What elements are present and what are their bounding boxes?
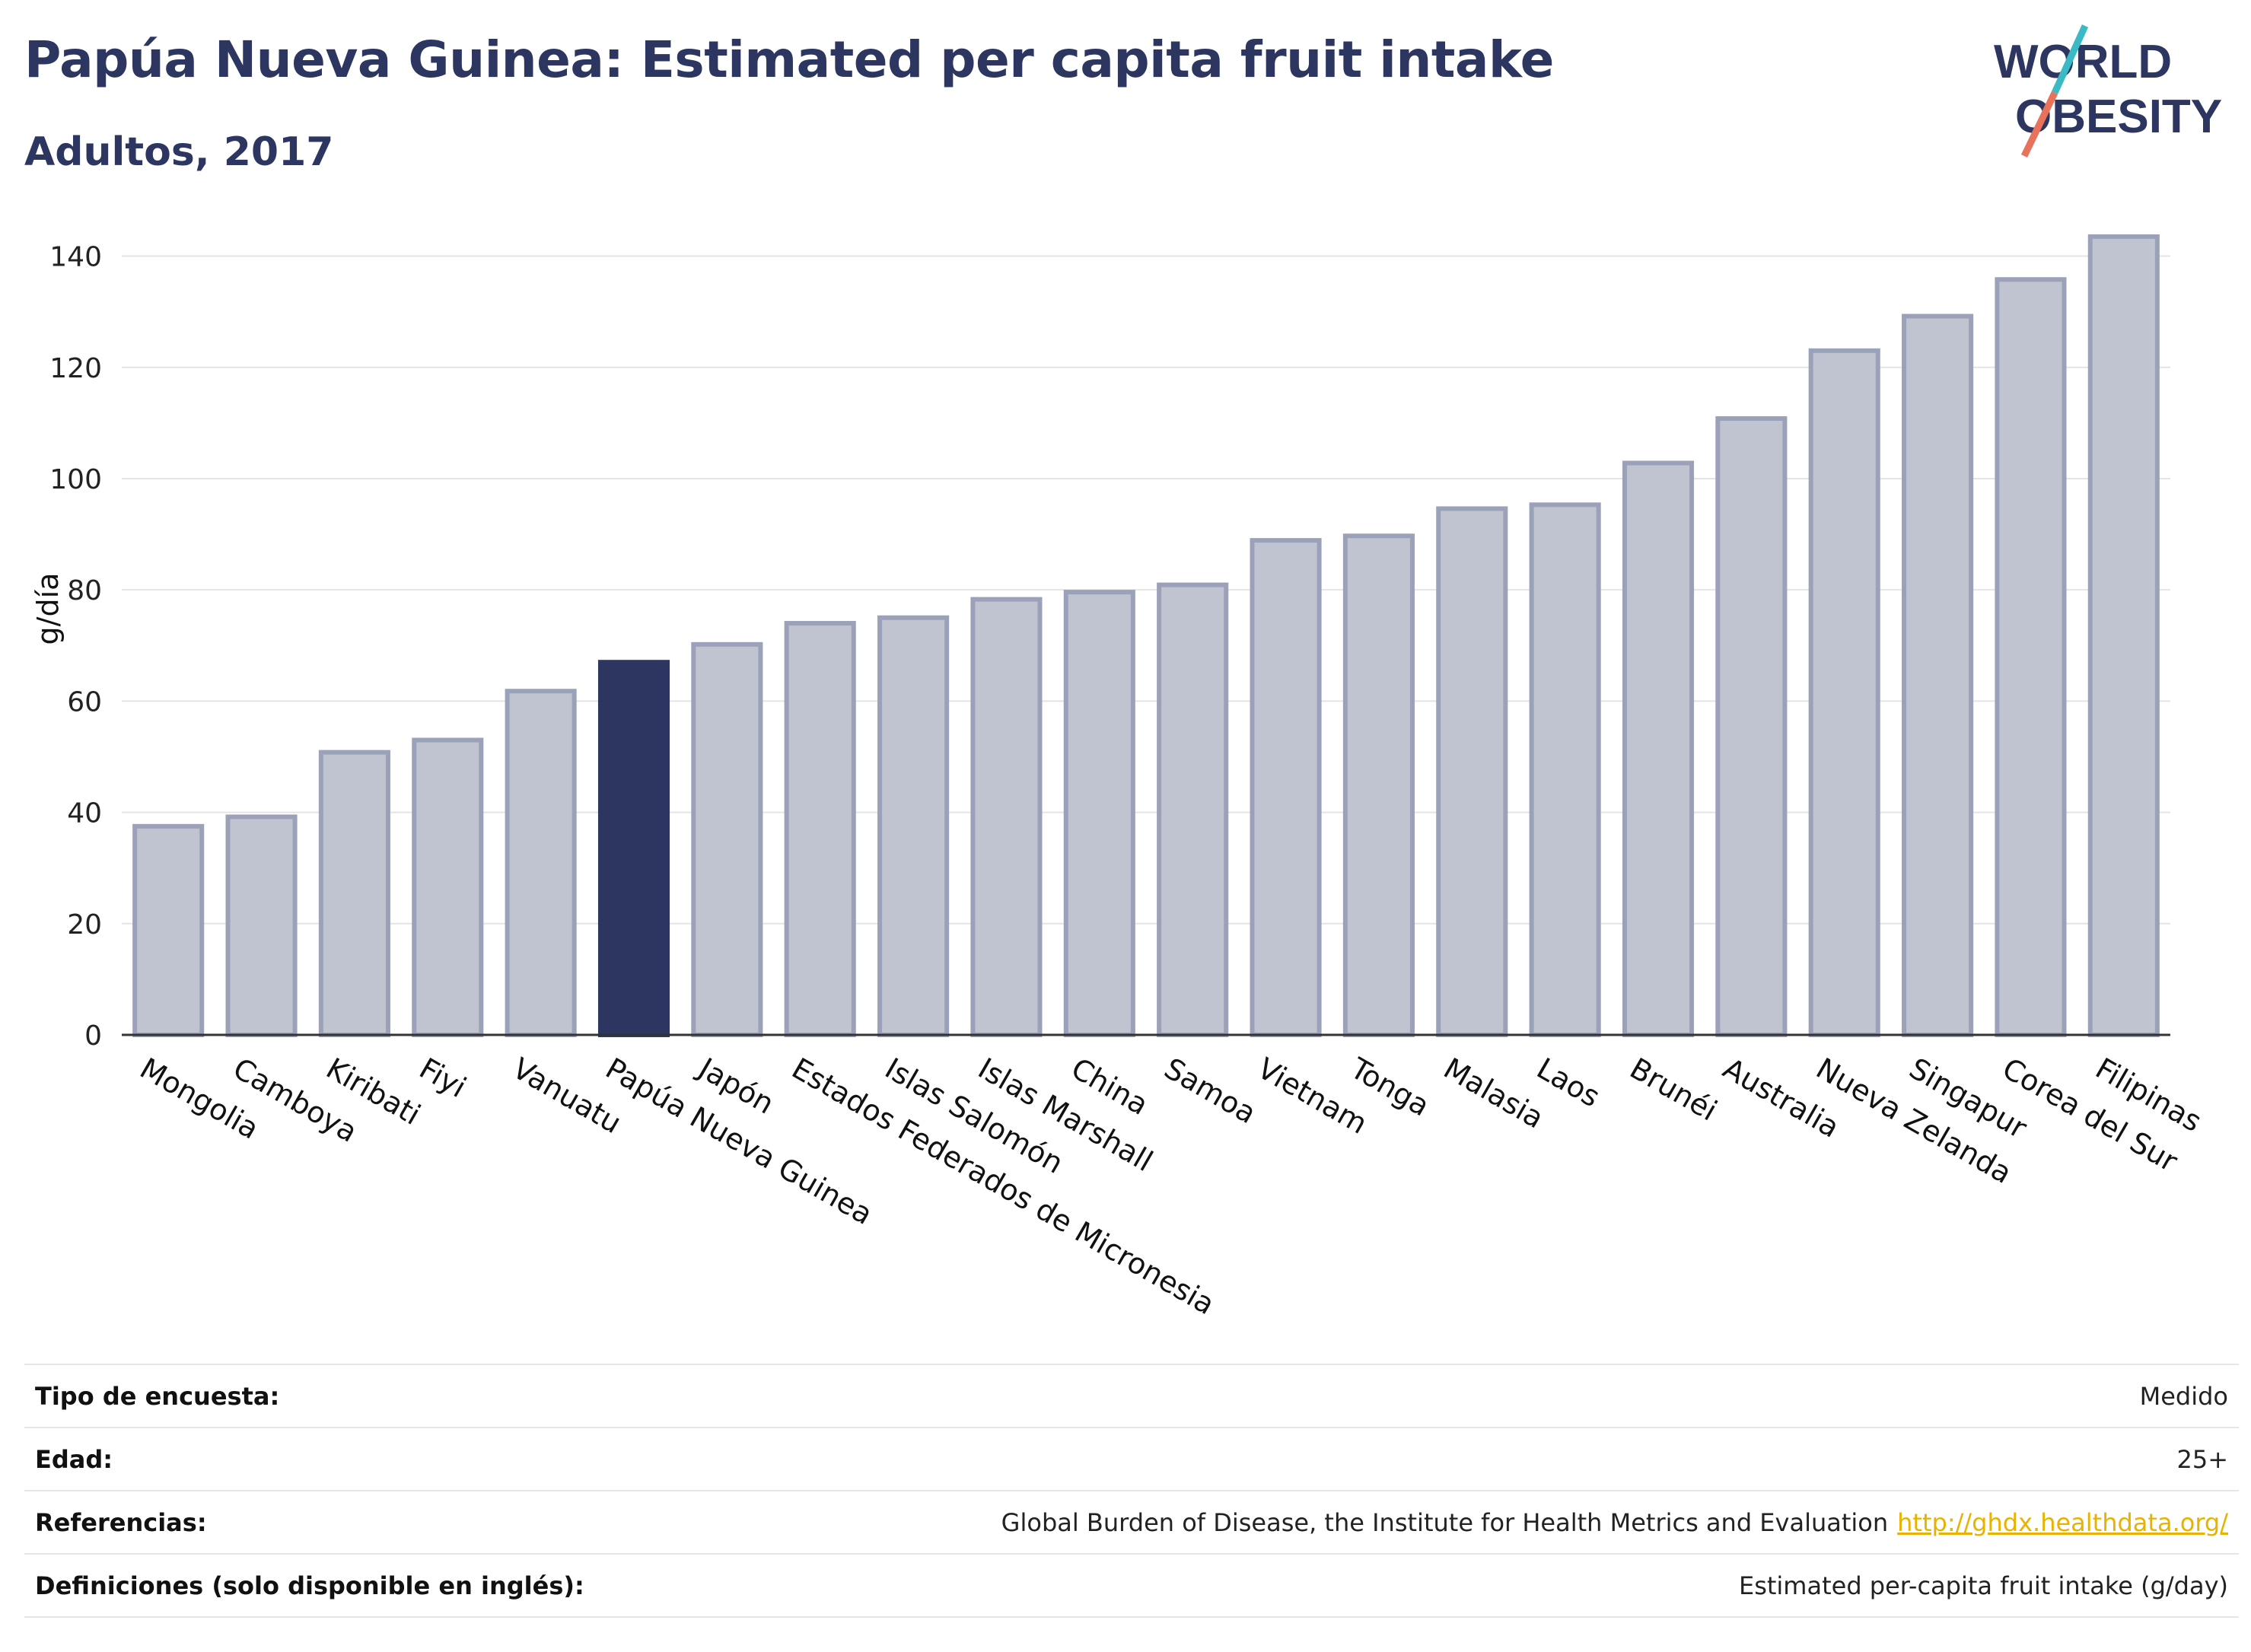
info-value: 25+ bbox=[2176, 1444, 2228, 1474]
info-value: Global Burden of Disease, the Institute … bbox=[1001, 1508, 2228, 1537]
world-obesity-logo: WORLD OBESITY bbox=[1994, 24, 2222, 158]
info-label: Tipo de encuesta: bbox=[35, 1381, 280, 1411]
bar-singapur[interactable] bbox=[1902, 314, 1974, 1038]
info-row-definitions: Definiciones (solo disponible en inglés)… bbox=[24, 1555, 2239, 1618]
x-tick-label: Fiyi bbox=[414, 1052, 472, 1104]
bar-filipinas[interactable] bbox=[2087, 234, 2160, 1037]
bar-camboya[interactable] bbox=[225, 814, 298, 1037]
logo-accent-teal bbox=[2051, 24, 2089, 94]
reference-text: Global Burden of Disease, the Institute … bbox=[1001, 1507, 1889, 1537]
logo-text-line1: WORLD bbox=[1994, 36, 2172, 88]
info-label: Edad: bbox=[35, 1444, 113, 1474]
chart-title: Papúa Nueva Guinea: Estimated per capita… bbox=[24, 30, 1554, 89]
bar-islas-salom-n[interactable] bbox=[877, 615, 950, 1037]
x-tick-label: Samoa bbox=[1159, 1052, 1262, 1131]
bar-islas-marshall[interactable] bbox=[970, 597, 1043, 1037]
y-tick-label: 80 bbox=[67, 575, 102, 606]
bar-fiyi[interactable] bbox=[412, 737, 484, 1037]
y-tick-label: 140 bbox=[49, 242, 102, 273]
bar-jap-n[interactable] bbox=[691, 641, 763, 1037]
x-tick-label: Brunéi bbox=[1625, 1052, 1723, 1128]
y-tick-label: 120 bbox=[49, 353, 102, 384]
y-axis-label: g/día bbox=[31, 573, 65, 645]
y-axis-ticks: 0 20 40 60 80 100 120 140 bbox=[49, 242, 102, 1052]
bar-china[interactable] bbox=[1063, 590, 1135, 1037]
info-label: Definiciones (solo disponible en inglés)… bbox=[35, 1571, 584, 1600]
info-row-survey-type: Tipo de encuesta: Medido bbox=[24, 1365, 2239, 1428]
bar-brun-i[interactable] bbox=[1622, 460, 1695, 1037]
y-tick-label: 20 bbox=[67, 909, 102, 941]
y-tick-label: 0 bbox=[84, 1020, 102, 1052]
y-tick-label: 100 bbox=[49, 464, 102, 495]
bar-malasia[interactable] bbox=[1436, 506, 1508, 1037]
bars bbox=[132, 234, 2160, 1038]
x-tick-label: Malasia bbox=[1438, 1052, 1549, 1135]
bar-vietnam[interactable] bbox=[1250, 538, 1322, 1037]
bar-tonga[interactable] bbox=[1342, 533, 1415, 1037]
info-table: Tipo de encuesta: Medido Edad: 25+ Refer… bbox=[24, 1364, 2239, 1618]
reference-link[interactable]: http://ghdx.healthdata.org/ bbox=[1897, 1507, 2228, 1537]
info-row-references: Referencias: Global Burden of Disease, t… bbox=[24, 1491, 2239, 1555]
bar-vanuatu[interactable] bbox=[505, 689, 577, 1037]
bar-australia[interactable] bbox=[1715, 416, 1788, 1037]
bar-estados-federados-de-micronesia[interactable] bbox=[784, 621, 856, 1037]
logo-accent-coral bbox=[2020, 91, 2058, 158]
bar-chart: 0 20 40 60 80 100 120 140 MongoliaCamboyaKiriba… bbox=[31, 234, 2208, 1322]
info-value: Estimated per-capita fruit intake (g/day… bbox=[1738, 1571, 2228, 1600]
chart-subtitle: Adultos, 2017 bbox=[24, 129, 334, 175]
y-tick-label: 60 bbox=[67, 686, 102, 718]
bar-pap-a-nueva-guinea[interactable] bbox=[597, 660, 670, 1037]
info-row-age: Edad: 25+ bbox=[24, 1428, 2239, 1491]
bar-nueva-zelanda[interactable] bbox=[1808, 348, 1880, 1037]
bar-mongolia[interactable] bbox=[132, 823, 205, 1037]
info-value: Medido bbox=[2139, 1381, 2228, 1411]
bar-laos[interactable] bbox=[1529, 502, 1601, 1037]
info-label: Referencias: bbox=[35, 1507, 207, 1537]
y-tick-label: 40 bbox=[67, 798, 102, 829]
bar-samoa[interactable] bbox=[1157, 582, 1229, 1037]
bar-corea-del-sur[interactable] bbox=[1995, 277, 2067, 1037]
bar-kiribati[interactable] bbox=[318, 750, 390, 1037]
